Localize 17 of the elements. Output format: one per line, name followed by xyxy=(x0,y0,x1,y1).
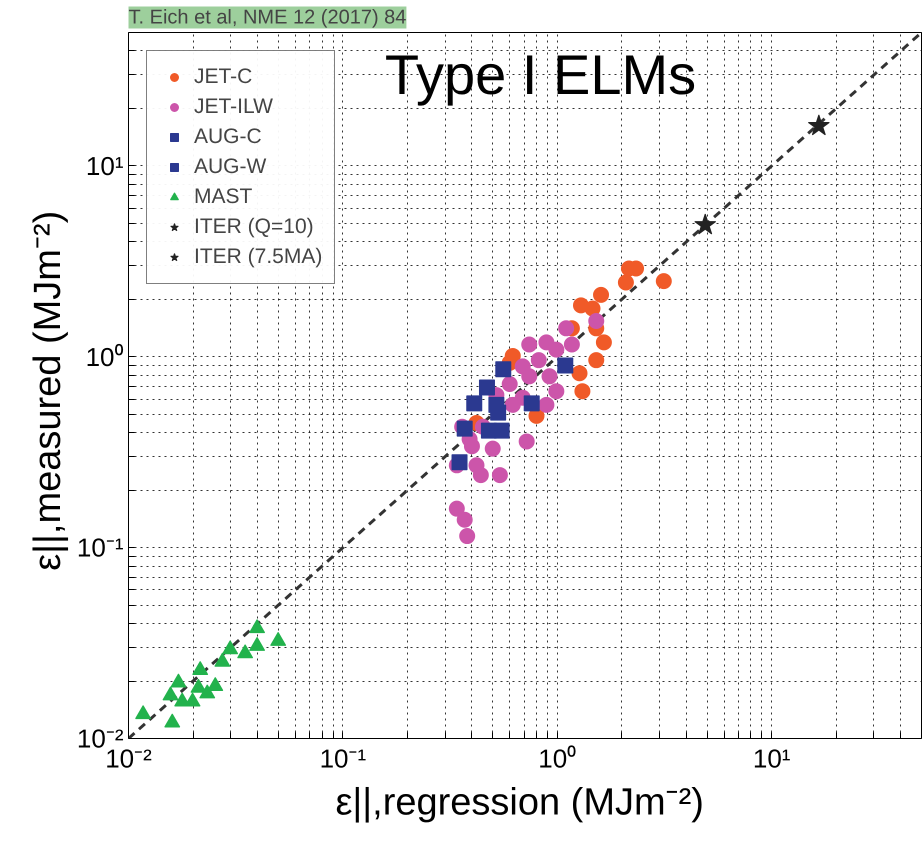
legend-label: ITER (7.5MA) xyxy=(194,244,322,270)
legend-label: ITER (Q=10) xyxy=(194,214,314,240)
y-tick-label: 10⁻¹ xyxy=(76,532,124,563)
y-axis-title: ε||,measured (MJm⁻²) xyxy=(26,210,69,571)
x-tick-label: 10⁰ xyxy=(538,744,576,774)
legend-label: AUG-W xyxy=(194,154,266,180)
x-axis-title: ε||,regression (MJm⁻²) xyxy=(335,782,704,824)
x-tick-label: 10⁻¹ xyxy=(320,744,367,774)
text: T. Eich et al, NME 12 (2017) 84 xyxy=(128,6,406,28)
legend-label: JET-ILW xyxy=(194,94,273,120)
y-tick-label: 10⁰ xyxy=(86,342,124,372)
chart-title: Type I ELMs xyxy=(384,43,696,106)
legend-label: AUG-C xyxy=(194,124,262,150)
y-tick-label: 10¹ xyxy=(86,150,124,181)
legend-label: JET-C xyxy=(194,64,252,90)
legend-label: MAST xyxy=(194,184,252,210)
x-tick-label: 10¹ xyxy=(752,744,791,774)
